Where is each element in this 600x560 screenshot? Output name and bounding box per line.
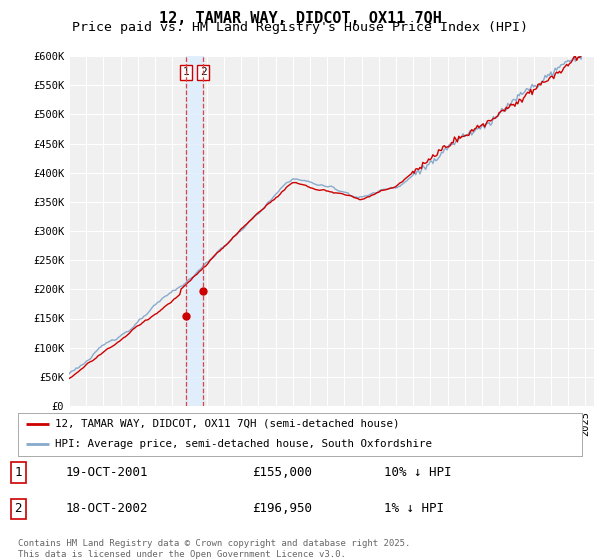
Text: 1: 1 — [14, 466, 22, 479]
Text: 2: 2 — [14, 502, 22, 515]
Text: HPI: Average price, semi-detached house, South Oxfordshire: HPI: Average price, semi-detached house,… — [55, 439, 431, 449]
Text: £196,950: £196,950 — [252, 502, 312, 515]
Text: Price paid vs. HM Land Registry's House Price Index (HPI): Price paid vs. HM Land Registry's House … — [72, 21, 528, 34]
Text: 19-OCT-2001: 19-OCT-2001 — [66, 466, 149, 479]
Text: 1: 1 — [182, 67, 189, 77]
Text: 10% ↓ HPI: 10% ↓ HPI — [384, 466, 452, 479]
Text: £155,000: £155,000 — [252, 466, 312, 479]
Text: 1% ↓ HPI: 1% ↓ HPI — [384, 502, 444, 515]
Bar — [186, 56, 203, 406]
Text: 12, TAMAR WAY, DIDCOT, OX11 7QH (semi-detached house): 12, TAMAR WAY, DIDCOT, OX11 7QH (semi-de… — [55, 419, 399, 428]
Text: 2: 2 — [200, 67, 206, 77]
Text: 12, TAMAR WAY, DIDCOT, OX11 7QH: 12, TAMAR WAY, DIDCOT, OX11 7QH — [158, 11, 442, 26]
Text: Contains HM Land Registry data © Crown copyright and database right 2025.
This d: Contains HM Land Registry data © Crown c… — [18, 539, 410, 559]
Text: 18-OCT-2002: 18-OCT-2002 — [66, 502, 149, 515]
